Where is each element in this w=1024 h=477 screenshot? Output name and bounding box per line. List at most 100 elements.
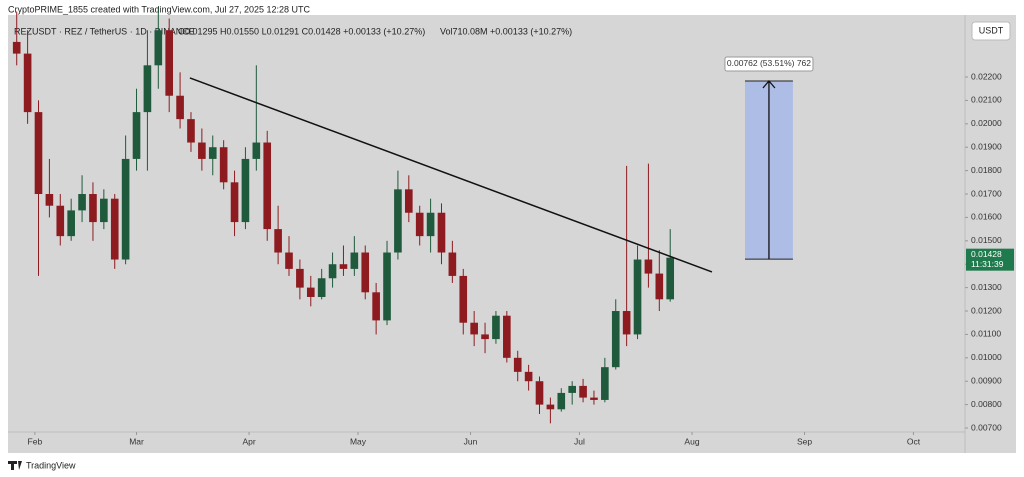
price-tag	[966, 248, 1014, 271]
candle-body	[590, 397, 598, 400]
price-tag-value: 0.01428	[971, 249, 1002, 259]
candle-body	[459, 275, 468, 323]
candle-body	[622, 311, 631, 335]
candle-body	[535, 381, 544, 405]
candle-body	[644, 259, 653, 274]
candle-body	[503, 315, 511, 358]
volume: Vol710.08M +0.00133 (+10.27%)	[440, 26, 572, 36]
candle-body	[306, 287, 315, 297]
y-tick-label: 0.01000	[971, 352, 1002, 362]
candle-body	[426, 212, 435, 237]
y-tick-label: 0.02100	[971, 95, 1002, 105]
y-tick-label: 0.02200	[971, 71, 1002, 81]
candle-body	[23, 53, 32, 113]
candle-body	[361, 252, 370, 293]
candle-body	[56, 205, 65, 237]
candle-body	[557, 392, 566, 410]
x-tick-label: Oct	[907, 436, 921, 446]
x-tick-label: Sep	[797, 436, 812, 446]
candle-body	[121, 158, 130, 260]
y-tick-label: 0.01900	[971, 141, 1002, 151]
candle-body	[198, 142, 206, 159]
y-tick-label: 0.00900	[971, 375, 1002, 385]
x-tick-label: Feb	[28, 436, 43, 446]
y-tick-label: 0.01300	[971, 282, 1002, 292]
measure-label: 0.00762 (53.51%) 762	[727, 58, 811, 68]
measure-arrow	[762, 79, 776, 260]
candle-body	[437, 212, 446, 253]
chart-background	[8, 15, 1016, 453]
y-tick-label: 0.01700	[971, 188, 1002, 198]
x-tick-label: May	[350, 436, 367, 446]
candle-body	[633, 259, 642, 335]
candle-body	[296, 268, 304, 288]
candle-body	[252, 142, 261, 159]
candle-body	[524, 371, 533, 382]
candle-body	[546, 404, 555, 410]
measure-label-box	[724, 56, 814, 72]
candle-body	[143, 65, 152, 113]
candle-body	[350, 252, 359, 269]
candle-body	[274, 229, 282, 253]
candle-body	[78, 194, 86, 211]
candle-body	[404, 189, 413, 213]
candle-body	[12, 41, 21, 54]
candle-body	[339, 264, 348, 269]
candle-body	[208, 147, 217, 159]
candle-body	[241, 158, 250, 223]
candle-body	[415, 212, 424, 237]
candle-body	[579, 385, 587, 398]
candle-body	[34, 112, 43, 195]
candle-body	[317, 278, 326, 297]
candle-body	[219, 147, 228, 183]
candle-body	[230, 182, 239, 223]
candle-body	[394, 189, 402, 253]
candle-body	[481, 334, 489, 340]
candle-body	[110, 198, 119, 260]
candle-body	[448, 252, 457, 276]
candle-body	[165, 30, 174, 96]
x-tick-label: Jul	[574, 436, 585, 446]
symbol: REZUSDT · REZ / TetherUS · 1D · BINANCE	[14, 26, 195, 36]
candle-body	[132, 112, 141, 159]
candle-body	[45, 194, 54, 206]
price-tag-countdown: 11:31:39	[971, 259, 1004, 269]
candle-body	[470, 322, 478, 335]
candle-body	[492, 315, 500, 340]
currency[interactable]: USDT	[979, 25, 1004, 35]
candle-body	[187, 119, 195, 143]
candle-body	[328, 264, 337, 279]
header: CryptoPRIME_1855 created with TradingVie…	[8, 4, 310, 14]
x-tick-label: Mar	[129, 436, 144, 446]
candle-body	[513, 357, 522, 372]
brand-logo	[8, 461, 22, 470]
x-tick-label: Jun	[464, 436, 478, 446]
candle-body	[154, 30, 163, 66]
candle-body	[655, 273, 664, 300]
candle-body	[285, 252, 293, 269]
x-tick-label: Aug	[684, 436, 699, 446]
candle-body	[67, 210, 75, 237]
y-tick-label: 0.00700	[971, 422, 1002, 432]
y-tick-label: 0.00800	[971, 399, 1002, 409]
candle-body	[100, 198, 108, 223]
y-tick-label: 0.01800	[971, 165, 1002, 175]
y-tick-label: 0.02000	[971, 118, 1002, 128]
candle-body	[601, 367, 609, 400]
ohlc: O0.01295 H0.01550 L0.01291 C0.01428 +0.0…	[178, 26, 425, 36]
candle-body	[568, 385, 576, 393]
y-tick-label: 0.01100	[971, 329, 1001, 339]
candle-body	[263, 142, 272, 230]
y-tick-label: 0.01600	[971, 212, 1002, 222]
candle-body	[666, 257, 675, 300]
y-tick-label: 0.01500	[971, 235, 1002, 245]
candle-body	[372, 292, 380, 321]
currency-button[interactable]	[971, 21, 1011, 41]
candle-body	[611, 311, 620, 368]
candle-body	[89, 194, 97, 223]
y-tick-label: 0.01200	[971, 305, 1002, 315]
candle-body	[176, 95, 184, 120]
trendline	[189, 77, 713, 273]
x-tick-label: Apr	[242, 436, 255, 446]
